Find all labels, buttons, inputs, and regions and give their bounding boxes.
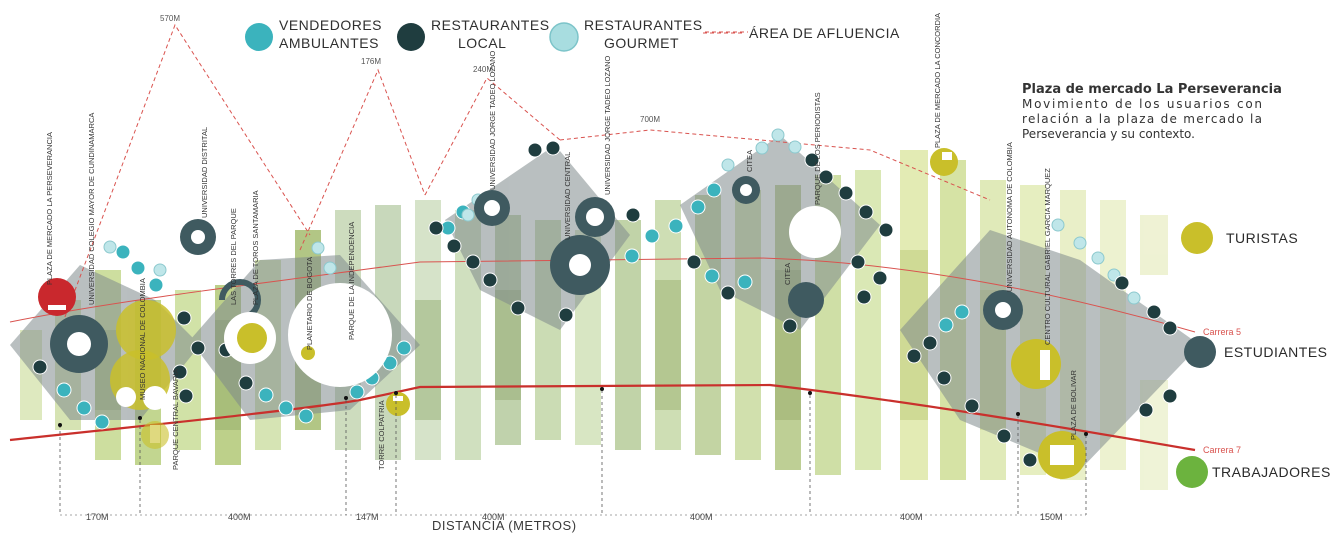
carrera-5-line (9, 257, 1196, 333)
place-label-20: PLAZA DE BOLIVAR (1069, 370, 1078, 440)
segment-label-6: 400M (900, 512, 923, 522)
info-title: Plaza de mercado La Perseverancia (1022, 82, 1282, 97)
legend-afluencia-label: ÁREA DE AFLUENCIA (749, 25, 900, 41)
place-label-11: UNIVERSIDAD JORGE TADEO LOZANO (488, 51, 497, 190)
peak-label-3: 240M (473, 65, 493, 74)
place-label-4: MUSEO NACIONAL DE COLOMBIA (138, 278, 147, 400)
segment-label-3: 147M (356, 512, 379, 522)
local-dots (32, 140, 1178, 468)
place-label-9: PARQUE DE LA INDEPENDENCIA (347, 222, 356, 340)
vendedores-dots (56, 182, 970, 430)
segment-label-5: 400M (690, 512, 713, 522)
segment-label-7: 150M (1040, 512, 1063, 522)
segment-label-4: 400M (482, 512, 505, 522)
place-label-14: CITEA (745, 150, 754, 172)
carrera-7-label: Carrera 7 (1203, 445, 1241, 455)
peak-label-2: 176M (361, 57, 381, 66)
place-label-7: PLAZA DE TOROS SANTAMARIA (251, 190, 260, 305)
place-label-3: UNIVERSIDAD DISTRITAL (200, 127, 209, 218)
turistas-label: TURISTAS (1226, 230, 1298, 246)
place-label-16: CITEA (783, 263, 792, 285)
distance-axis: 170M 400M 147M 400M 400M 400M 150M DISTA… (58, 387, 1088, 533)
info-block: Plaza de mercado La Perseverancia Movimi… (1022, 82, 1282, 141)
info-line-3: Perseverancia y su contexto. (1022, 127, 1195, 141)
legend: VENDEDORES AMBULANTES RESTAURANTES LOCAL… (245, 17, 900, 52)
legend-local-swatch (397, 23, 425, 51)
place-label-8: PLANETARIO DE BOGOTA (305, 257, 314, 350)
legend-vendedores-swatch (245, 23, 273, 51)
influence-peaks (59, 23, 991, 331)
carrera-5-label: Carrera 5 (1203, 327, 1241, 337)
peak-label-4: 700M (640, 115, 660, 124)
place-label-12: UNIVERSIDAD CENTRAL (563, 152, 572, 240)
place-label-13: UNIVERSIDAD JORGE TADEO LOZANO (603, 56, 612, 195)
legend-vendedores-line1: VENDEDORES (279, 17, 382, 33)
place-labels: PLAZA DE MERCADO LA PERSEVERANCIA UNIVER… (45, 13, 1078, 470)
user-groups: TURISTAS ESTUDIANTES TRABAJADORES (1176, 222, 1331, 488)
place-label-1: PLAZA DE MERCADO LA PERSEVERANCIA (45, 132, 54, 285)
trabajadores-marker (1176, 456, 1208, 488)
place-label-10: TORRE COLPATRIA (377, 400, 386, 470)
place-label-15: PARQUE DE LOS PERIODISTAS (813, 92, 822, 205)
place-label-17: PLAZA DE MERCADO LA CONCORDIA (933, 13, 942, 148)
legend-gourmet-swatch (549, 22, 579, 52)
info-line-1: Movimiento de los usuarios con (1022, 97, 1262, 111)
axis-title: DISTANCIA (METROS) (432, 518, 577, 533)
trabajadores-label: TRABAJADORES (1212, 464, 1331, 480)
legend-gourmet-line2: GOURMET (604, 35, 679, 51)
legend-local-line2: LOCAL (458, 35, 506, 51)
estudiantes-marker (1184, 336, 1216, 368)
legend-gourmet-line1: RESTAURANTES (584, 17, 703, 33)
segment-label-1: 170M (86, 512, 109, 522)
place-label-2: UNIVERSIDAD COLEGIO MAYOR DE CUNDINAMARC… (87, 113, 96, 305)
turistas-marker (1181, 222, 1213, 254)
place-label-5: PARQUE CENTRAL BAVARIA (171, 369, 180, 470)
gourmet-dots (103, 128, 1141, 305)
legend-vendedores-line2: AMBULANTES (279, 35, 379, 51)
legend-local-line1: RESTAURANTES (431, 17, 550, 33)
place-label-6: LAS TORRES DEL PARQUE (229, 208, 238, 305)
info-line-2: relación a la plaza de mercado la (1022, 112, 1262, 126)
place-label-18: UNIVERSIDAD AUTONOMA DE COLOMBIA (1005, 142, 1014, 292)
place-label-19: CENTRO CULTURAL GABRIEL GARCIA MARQUEZ (1043, 168, 1052, 345)
estudiantes-label: ESTUDIANTES (1224, 344, 1328, 360)
segment-label-2: 400M (228, 512, 251, 522)
peak-label-1: 570M (160, 14, 180, 23)
place-markers (38, 148, 1086, 479)
